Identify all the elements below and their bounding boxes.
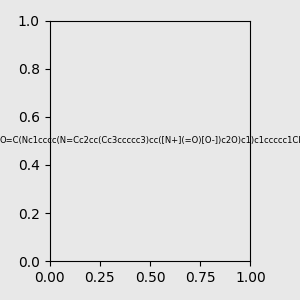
Text: O=C(Nc1cccc(N=Cc2cc(Cc3ccccc3)cc([N+](=O)[O-])c2O)c1)c1ccccc1Cl: O=C(Nc1cccc(N=Cc2cc(Cc3ccccc3)cc([N+](=O… (0, 136, 300, 146)
